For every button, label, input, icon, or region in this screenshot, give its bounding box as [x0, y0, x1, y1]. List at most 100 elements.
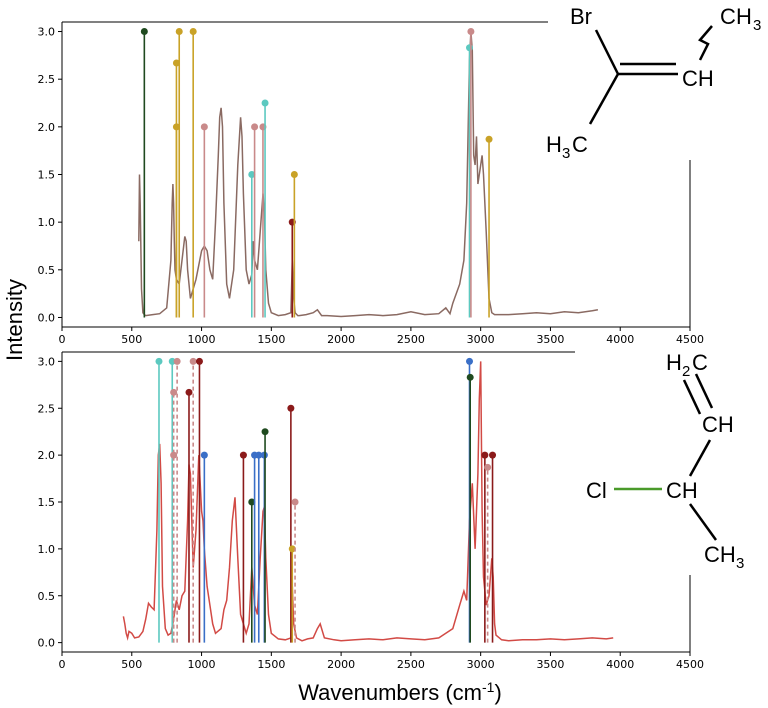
- bottom-stick-marker-12: [255, 451, 263, 459]
- top-xtick-label-3: 1500: [257, 333, 285, 346]
- bottom-stick-marker-18: [466, 357, 474, 365]
- top-stick-marker-2: [172, 123, 180, 131]
- top-stick-marker-3: [175, 28, 183, 36]
- bottom-stick-marker-5: [185, 388, 193, 396]
- x-axis-title-end: ): [494, 680, 501, 705]
- bottom-stick-marker-1: [168, 357, 176, 365]
- x-axis-title-main: Wavenumbers (cm: [298, 680, 482, 705]
- top-xtick-label-5: 2500: [397, 333, 425, 346]
- bottom-ytick-label-6: 3.0: [38, 355, 56, 368]
- bottom-stick-marker-21: [484, 463, 492, 471]
- bottom-stick-marker-20: [481, 451, 489, 459]
- bottom-stick-marker-8: [200, 451, 208, 459]
- bottom-stick-marker-16: [288, 545, 296, 553]
- top-stick-marker-1: [172, 59, 180, 67]
- top-stick-marker-12: [466, 44, 474, 52]
- svg-text:C: C: [572, 132, 588, 157]
- svg-text:CH: CH: [704, 542, 736, 567]
- top-stick-marker-4: [189, 28, 197, 36]
- svg-text:C: C: [692, 350, 708, 375]
- bottom-xtick-label-7: 3500: [536, 658, 564, 671]
- top-xtick-label-8: 4000: [606, 333, 634, 346]
- top-xtick-label-1: 500: [121, 333, 142, 346]
- top-ytick-label-0: 0.0: [38, 311, 56, 324]
- bottom-stick-marker-10: [248, 498, 256, 506]
- bottom-stick-marker-22: [489, 451, 497, 459]
- top-spectrum-panel: 0.0 0.5 1.0 1.5 2.0 2.5 3.0 0 500 1000 1500 2000 25…: [38, 4, 762, 346]
- x-axis-title: Wavenumbers (cm-1): [298, 679, 502, 705]
- bottom-ytick-label-0: 0.0: [38, 637, 56, 650]
- bottom-xtick-label-1: 500: [121, 658, 142, 671]
- bottom-xtick-label-6: 3000: [467, 658, 495, 671]
- bottom-xtick-label-3: 1500: [257, 658, 285, 671]
- svg-text:3: 3: [736, 555, 744, 572]
- bottom-stick-marker-19: [466, 373, 474, 381]
- bottom-ytick-label-4: 2.0: [38, 449, 56, 462]
- top-xtick-label-2: 1000: [188, 333, 216, 346]
- bottom-stick-marker-0: [155, 357, 163, 365]
- bottom-spectrum-panel: 0.0 0.5 1.0 1.5 2.0 2.5 3.0 0 500 1000 1500 2000 25…: [38, 350, 745, 671]
- atom-h2c: H 2 C: [666, 350, 708, 380]
- top-stick-marker-7: [251, 123, 259, 131]
- atom-ch3-bottom: CH 3: [704, 542, 744, 572]
- bottom-spectrum-line: [122, 361, 614, 642]
- top-plot-frame: [61, 21, 691, 328]
- bottom-stick-marker-3: [170, 451, 178, 459]
- svg-text:2: 2: [682, 363, 690, 380]
- bottom-stick-marker-9: [239, 451, 247, 459]
- bottom-stick-marker-2: [170, 388, 178, 396]
- atom-ch-top: CH: [682, 66, 714, 91]
- top-stick-marker-14: [485, 135, 493, 143]
- svg-text:3: 3: [753, 17, 761, 34]
- top-ytick-label-5: 2.5: [38, 73, 56, 86]
- top-ytick-label-3: 1.5: [38, 169, 56, 182]
- bottom-stick-marker-15: [287, 404, 295, 412]
- molecule-top-structure: Br CH C H 3 H 3 C: [546, 4, 761, 162]
- svg-text:3: 3: [562, 145, 570, 162]
- top-stick-marker-9: [261, 99, 269, 107]
- bottom-ytick-label-2: 1.0: [38, 543, 56, 556]
- bottom-stick-marker-6: [189, 357, 197, 365]
- top-xtick-label-0: 0: [59, 333, 66, 346]
- top-ytick-label-6: 3.0: [38, 26, 56, 39]
- top-stick-marker-5: [200, 123, 208, 131]
- bottom-stick-marker-7: [195, 357, 203, 365]
- bottom-stick-marker-14: [261, 428, 269, 436]
- top-xtick-label-9: 4500: [676, 333, 704, 346]
- bottom-plot-frame: [61, 351, 691, 653]
- bottom-ytick-label-5: 2.5: [38, 402, 56, 415]
- svg-text:C: C: [720, 4, 736, 29]
- bottom-ytick-label-1: 0.5: [38, 590, 56, 603]
- top-xtick-label-6: 3000: [467, 333, 495, 346]
- top-stick-marker-11: [290, 171, 298, 178]
- bottom-xtick-label-2: 1000: [188, 658, 216, 671]
- top-stick-marker-6: [248, 171, 256, 178]
- svg-text:H: H: [736, 4, 752, 29]
- bottom-xtick-label-4: 2000: [327, 658, 355, 671]
- bottom-xtick-label-5: 2500: [397, 658, 425, 671]
- bottom-xtick-label-8: 4000: [606, 658, 634, 671]
- svg-text:H: H: [666, 350, 682, 375]
- top-stick-marker-0: [140, 28, 148, 36]
- bottom-stick-marker-4: [173, 357, 181, 365]
- atom-h3c: H 3 C: [546, 132, 588, 162]
- atom-ch-middle: CH: [702, 412, 734, 437]
- atom-br: Br: [570, 4, 592, 29]
- x-axis-title-sup: -1: [482, 679, 495, 695]
- top-ytick-label-2: 1.0: [38, 216, 56, 229]
- atom-ch-lower: CH: [666, 478, 698, 503]
- bottom-xtick-label-9: 4500: [676, 658, 704, 671]
- top-xtick-label-4: 2000: [327, 333, 355, 346]
- top-stick-marker-13: [467, 28, 475, 36]
- top-ytick-label-1: 0.5: [38, 264, 56, 277]
- y-axis-title: Intensity: [2, 279, 27, 361]
- bottom-ytick-label-3: 1.5: [38, 496, 56, 509]
- atom-ch3-top-right: C H 3: [720, 4, 761, 34]
- atom-cl: Cl: [586, 478, 607, 503]
- svg-text:H: H: [546, 132, 562, 157]
- top-spectrum-line: [138, 31, 599, 318]
- molecule-bottom-structure: H 2 C CH Cl CH CH 3: [586, 350, 744, 572]
- bottom-stick-marker-17: [291, 498, 299, 506]
- top-xtick-label-7: 3500: [536, 333, 564, 346]
